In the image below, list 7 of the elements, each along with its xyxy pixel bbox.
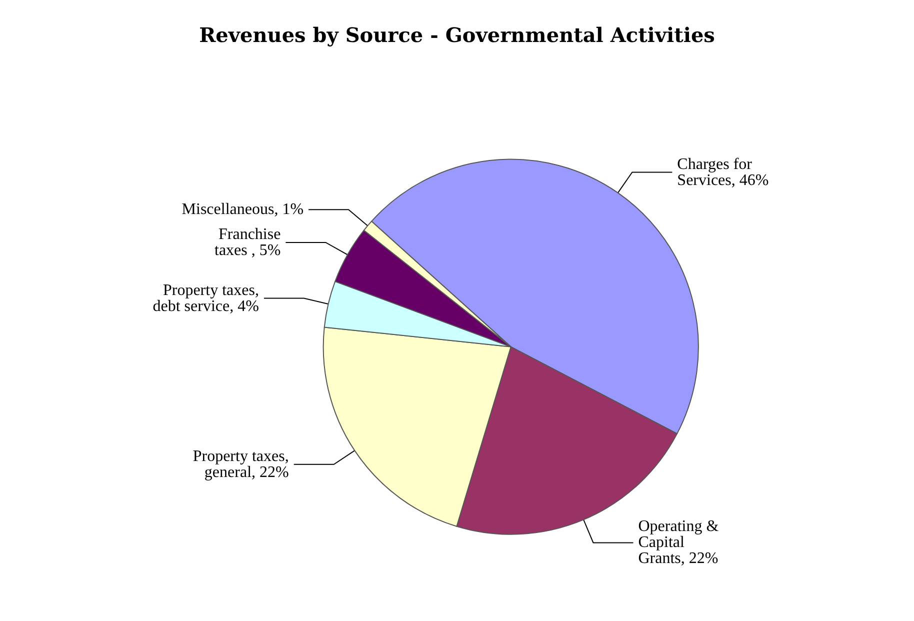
slice-label: Franchise taxes , 5% — [214, 226, 281, 259]
chart-title: Revenues by Source - Governmental Activities — [199, 23, 715, 47]
slice-label: Charges for Services, 46% — [677, 156, 769, 189]
slice-label: Property taxes, debt service, 4% — [152, 282, 259, 315]
slice-label: Property taxes, general, 22% — [192, 448, 289, 481]
slice-label: Operating & Capital Grants, 22% — [638, 518, 720, 568]
slice-label: Miscellaneous, 1% — [182, 201, 304, 218]
